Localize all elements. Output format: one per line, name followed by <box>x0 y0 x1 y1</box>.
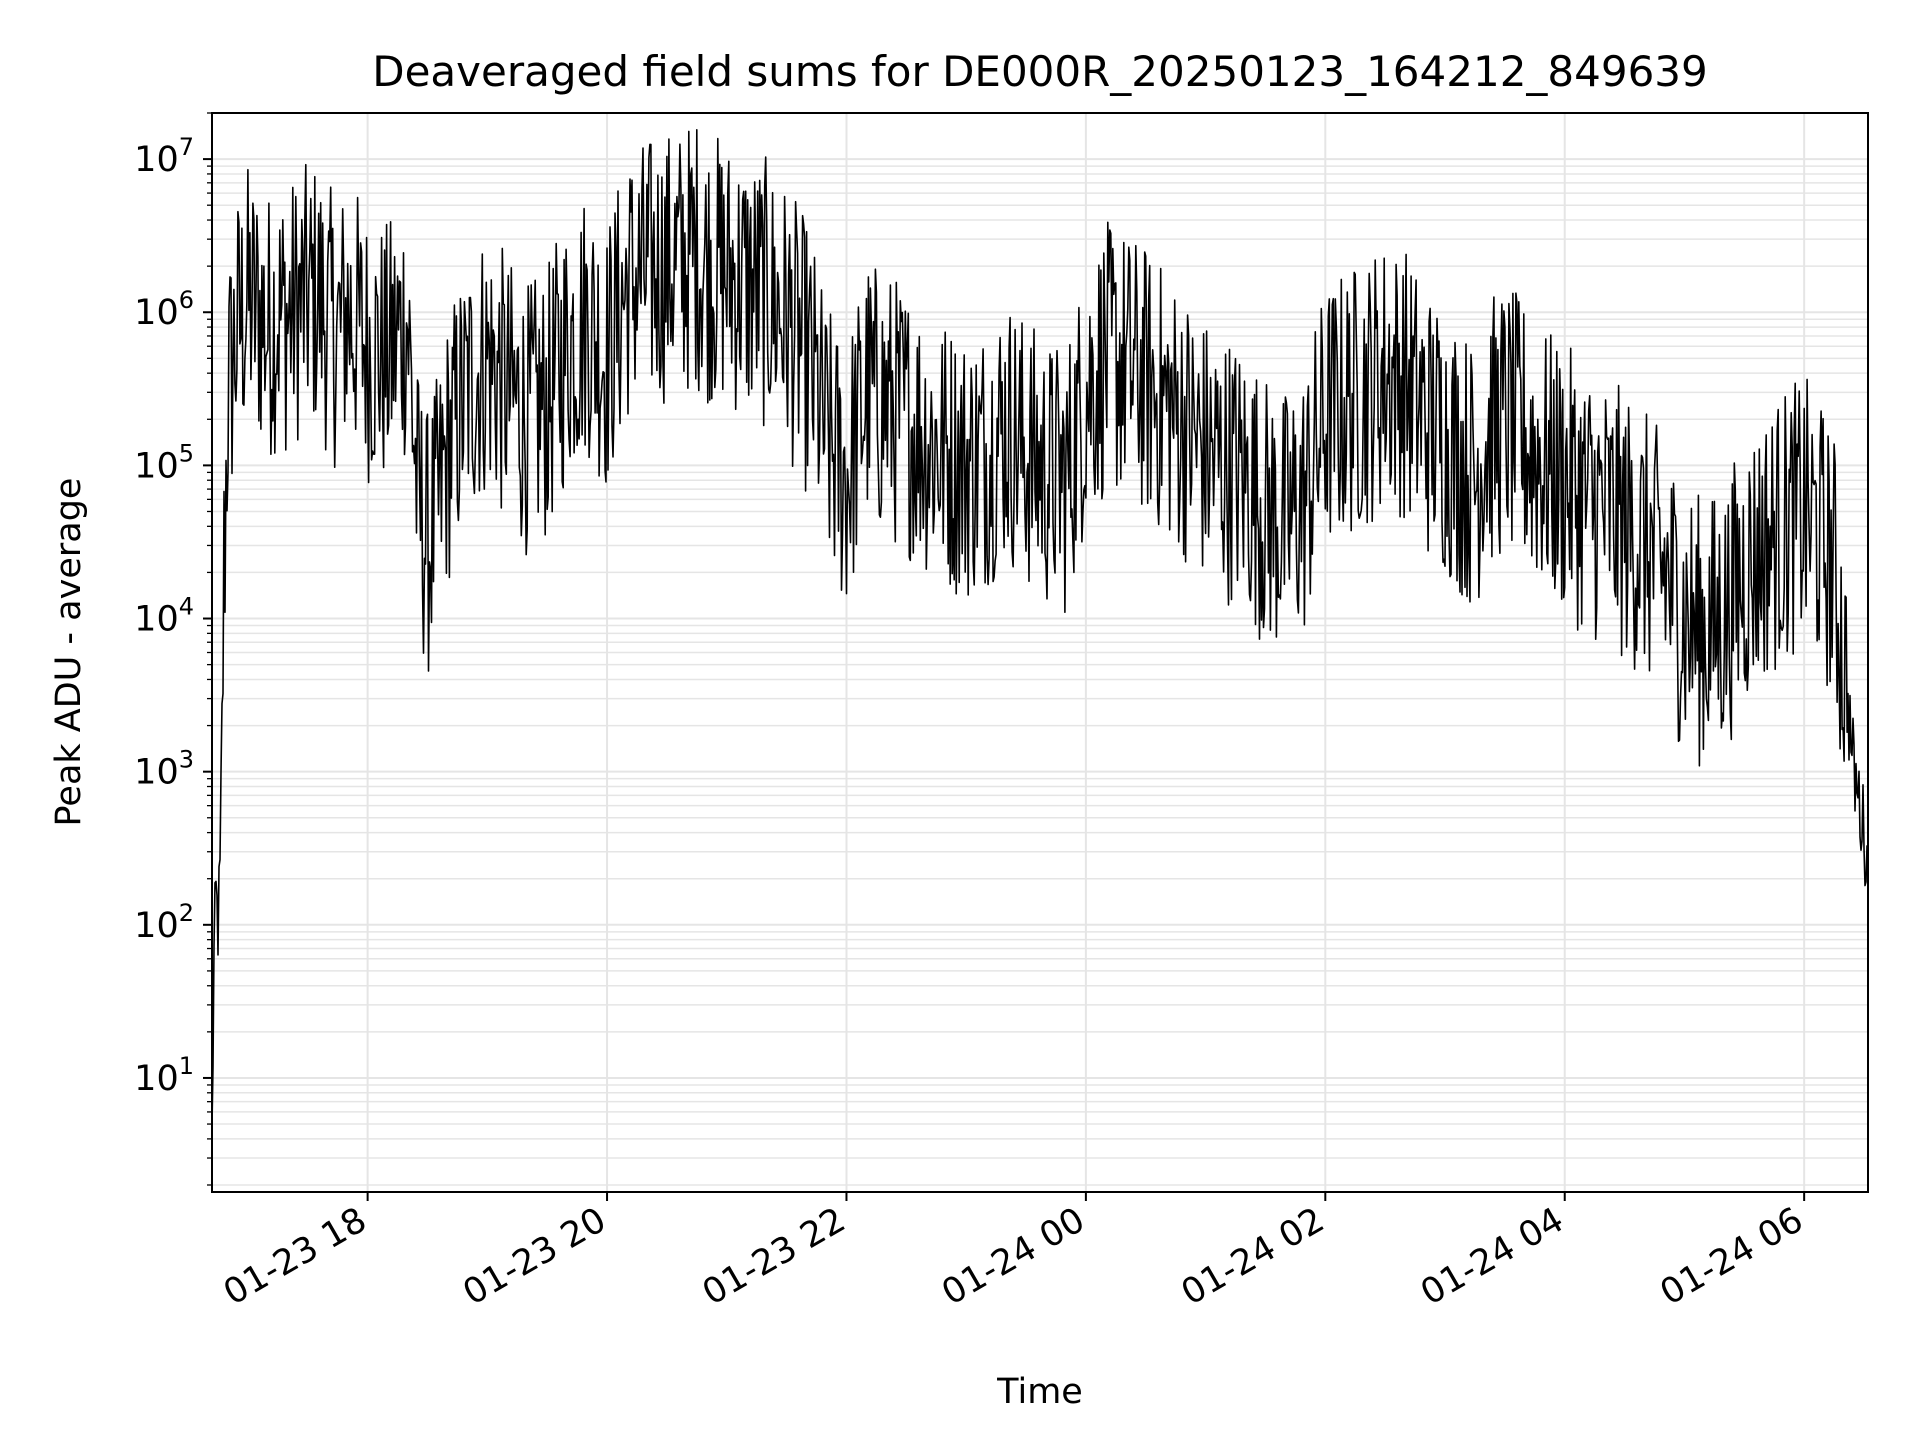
y-tick-label: 104 <box>134 593 194 640</box>
y-axis-ticks: 101 102 103 104 105 106 107 <box>134 112 212 1186</box>
y-tick-label: 105 <box>134 439 194 486</box>
x-axis-label: Time <box>996 1372 1083 1412</box>
y-tick-label: 101 <box>134 1052 194 1099</box>
y-tick-label: 107 <box>134 133 194 180</box>
y-tick-label: 103 <box>134 746 194 793</box>
y-tick-label: 102 <box>134 899 194 946</box>
series-line <box>211 129 1869 1125</box>
y-axis-label: Peak ADU - average <box>49 478 89 827</box>
y-tick-label: 106 <box>134 286 194 333</box>
chart-title: Deaveraged field sums for DE000R_2025012… <box>372 47 1708 96</box>
